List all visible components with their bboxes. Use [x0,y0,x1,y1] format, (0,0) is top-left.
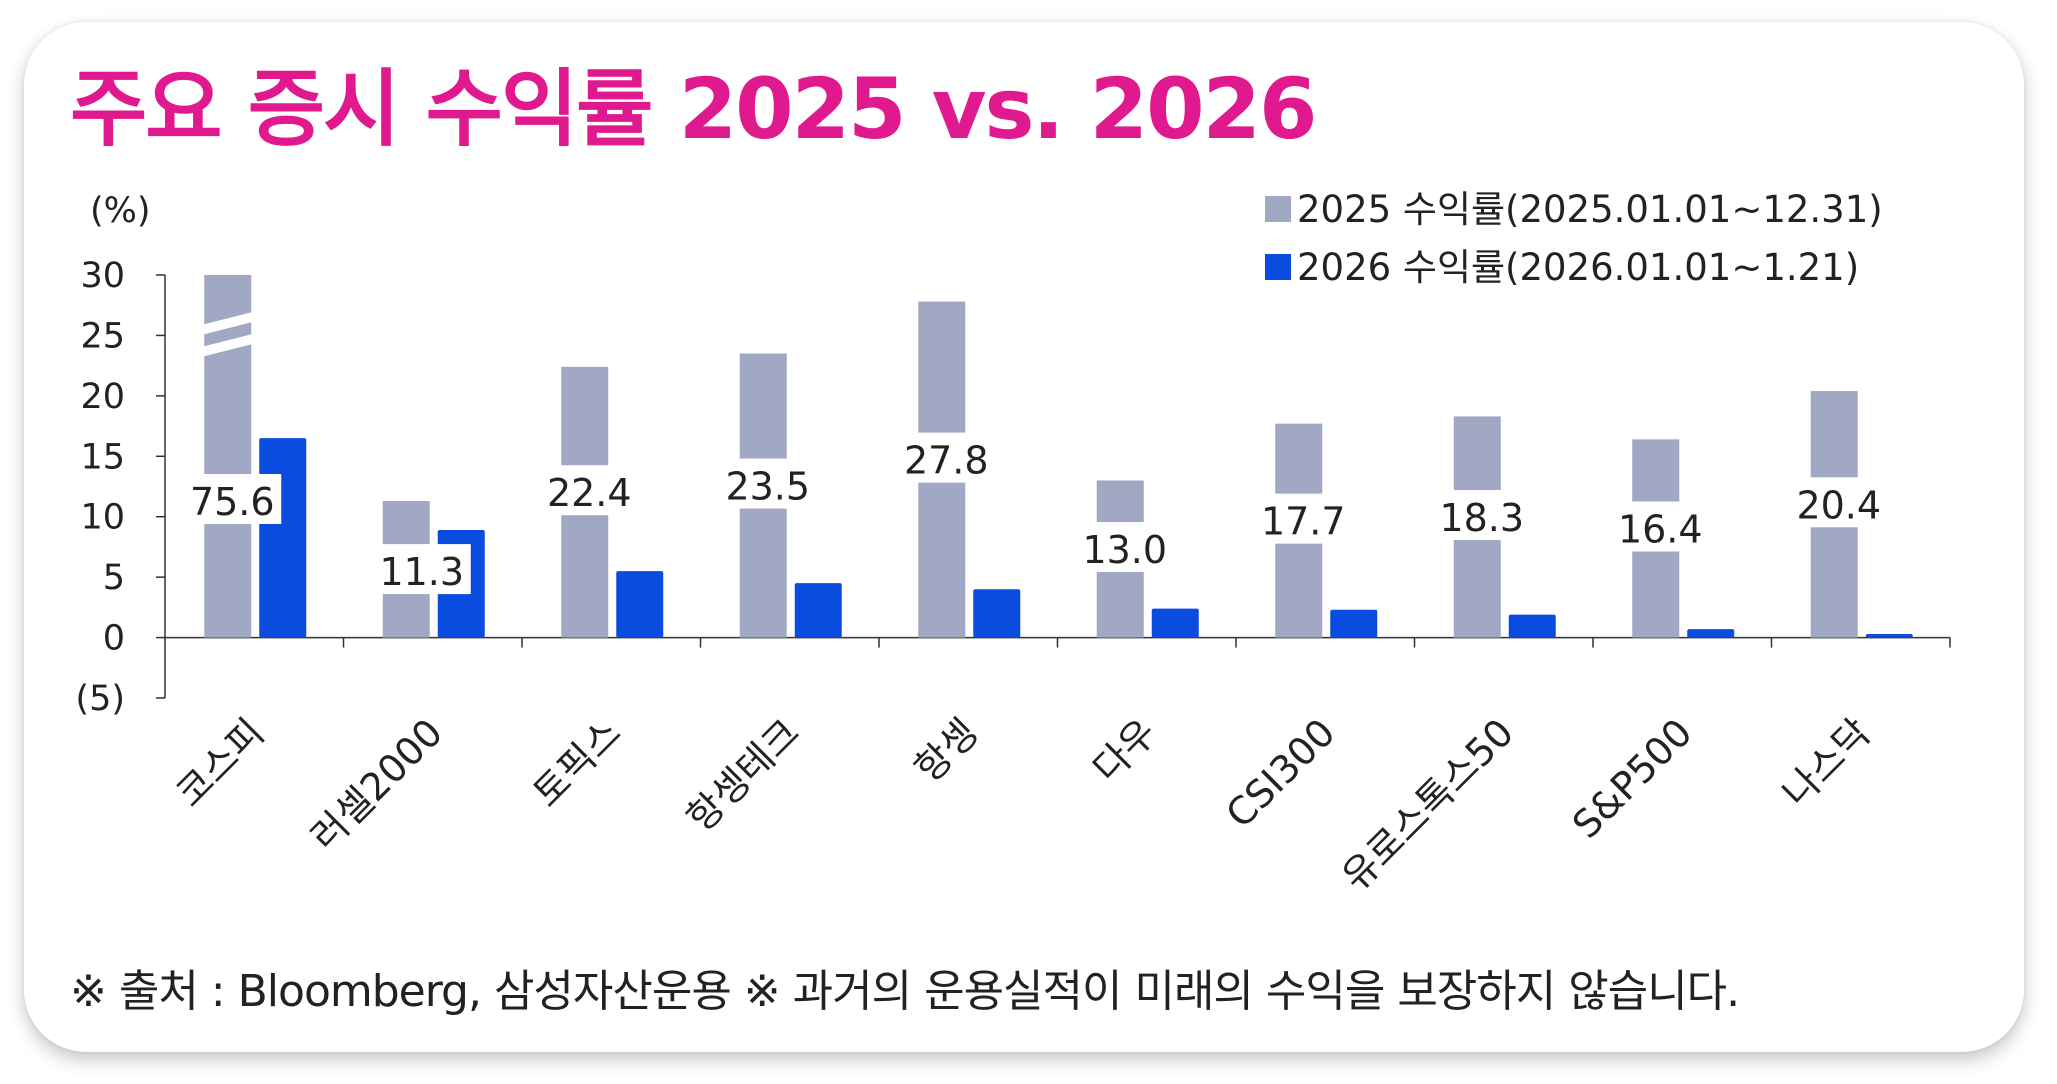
chart-title: 주요 증시 수익률 2025 vs. 2026 [70,60,1317,158]
bar-2026 [1865,633,1913,638]
bar-chart: (%) 30 25 20 15 10 5 0 (5) 75.6 코스피 11.3 러셀2000 22.… [75,188,1951,899]
bar-2026 [259,438,307,638]
bar-2026 [973,589,1021,638]
legend-swatch-2026 [1265,254,1291,280]
y-tick-label: 15 [80,437,125,477]
category-label: 코스피 [167,710,272,815]
category-label: S&P500 [1564,710,1701,847]
category-label: 러셀2000 [302,710,451,859]
value-label: 18.3 [1439,496,1524,540]
axis-break-mark [200,311,256,336]
legend-swatch-2025 [1265,196,1291,222]
value-label: 13.0 [1082,528,1167,572]
value-label-bg [372,544,471,595]
y-tick-label: 30 [80,256,125,296]
category-label: 항셍 [906,710,987,791]
y-tick-label: 20 [80,377,125,417]
value-label-bg [718,458,817,509]
value-label-bg [1789,477,1888,528]
y-axis-unit-label: (%) [90,191,151,231]
legend-label-2026: 2026 수익률(2026.01.01~1.21) [1297,246,1859,289]
value-label: 75.6 [190,480,275,524]
bar-2026 [794,583,842,638]
value-label: 23.5 [725,465,810,509]
value-label: 20.4 [1796,483,1881,527]
y-tick-label: 10 [80,498,125,538]
value-label-bg [1432,489,1531,540]
value-label-bg [1611,501,1710,552]
value-label: 16.4 [1618,507,1703,551]
axis-break-mark [200,333,256,358]
y-tick-label: 25 [80,316,125,356]
category-label: 항셍테크 [678,710,808,840]
category-label: 다우 [1085,710,1166,791]
value-label: 22.4 [547,471,632,515]
y-tick-label: (5) [75,679,125,719]
value-label-bg [897,432,996,483]
bar-2026 [1508,614,1556,638]
value-label-bg [1075,522,1174,573]
y-tick-label: 5 [103,558,125,598]
category-label: CSI300 [1217,710,1343,836]
bar-2026 [1330,609,1378,638]
value-label-bg [540,465,639,516]
value-label: 11.3 [379,550,464,594]
footer-note: ※ 출처 : Bloomberg, 삼성자산운용 ※ 과거의 운용실적이 미래의… [70,966,1740,1017]
category-label: 나스닥 [1774,710,1879,815]
category-label: 토픽스 [524,710,629,815]
bar-2026 [1151,608,1199,638]
value-label-bg [1254,493,1353,544]
bar-2026 [616,571,664,638]
legend-label-2025: 2025 수익률(2025.01.01~12.31) [1297,188,1883,231]
value-label: 17.7 [1261,500,1346,544]
value-label: 27.8 [904,439,989,483]
bar-2025 [204,275,252,638]
y-tick-label: 0 [103,619,125,659]
bar-2026 [1687,629,1735,638]
value-label-bg [183,474,282,525]
category-label: 유로스톡스50 [1333,710,1522,899]
